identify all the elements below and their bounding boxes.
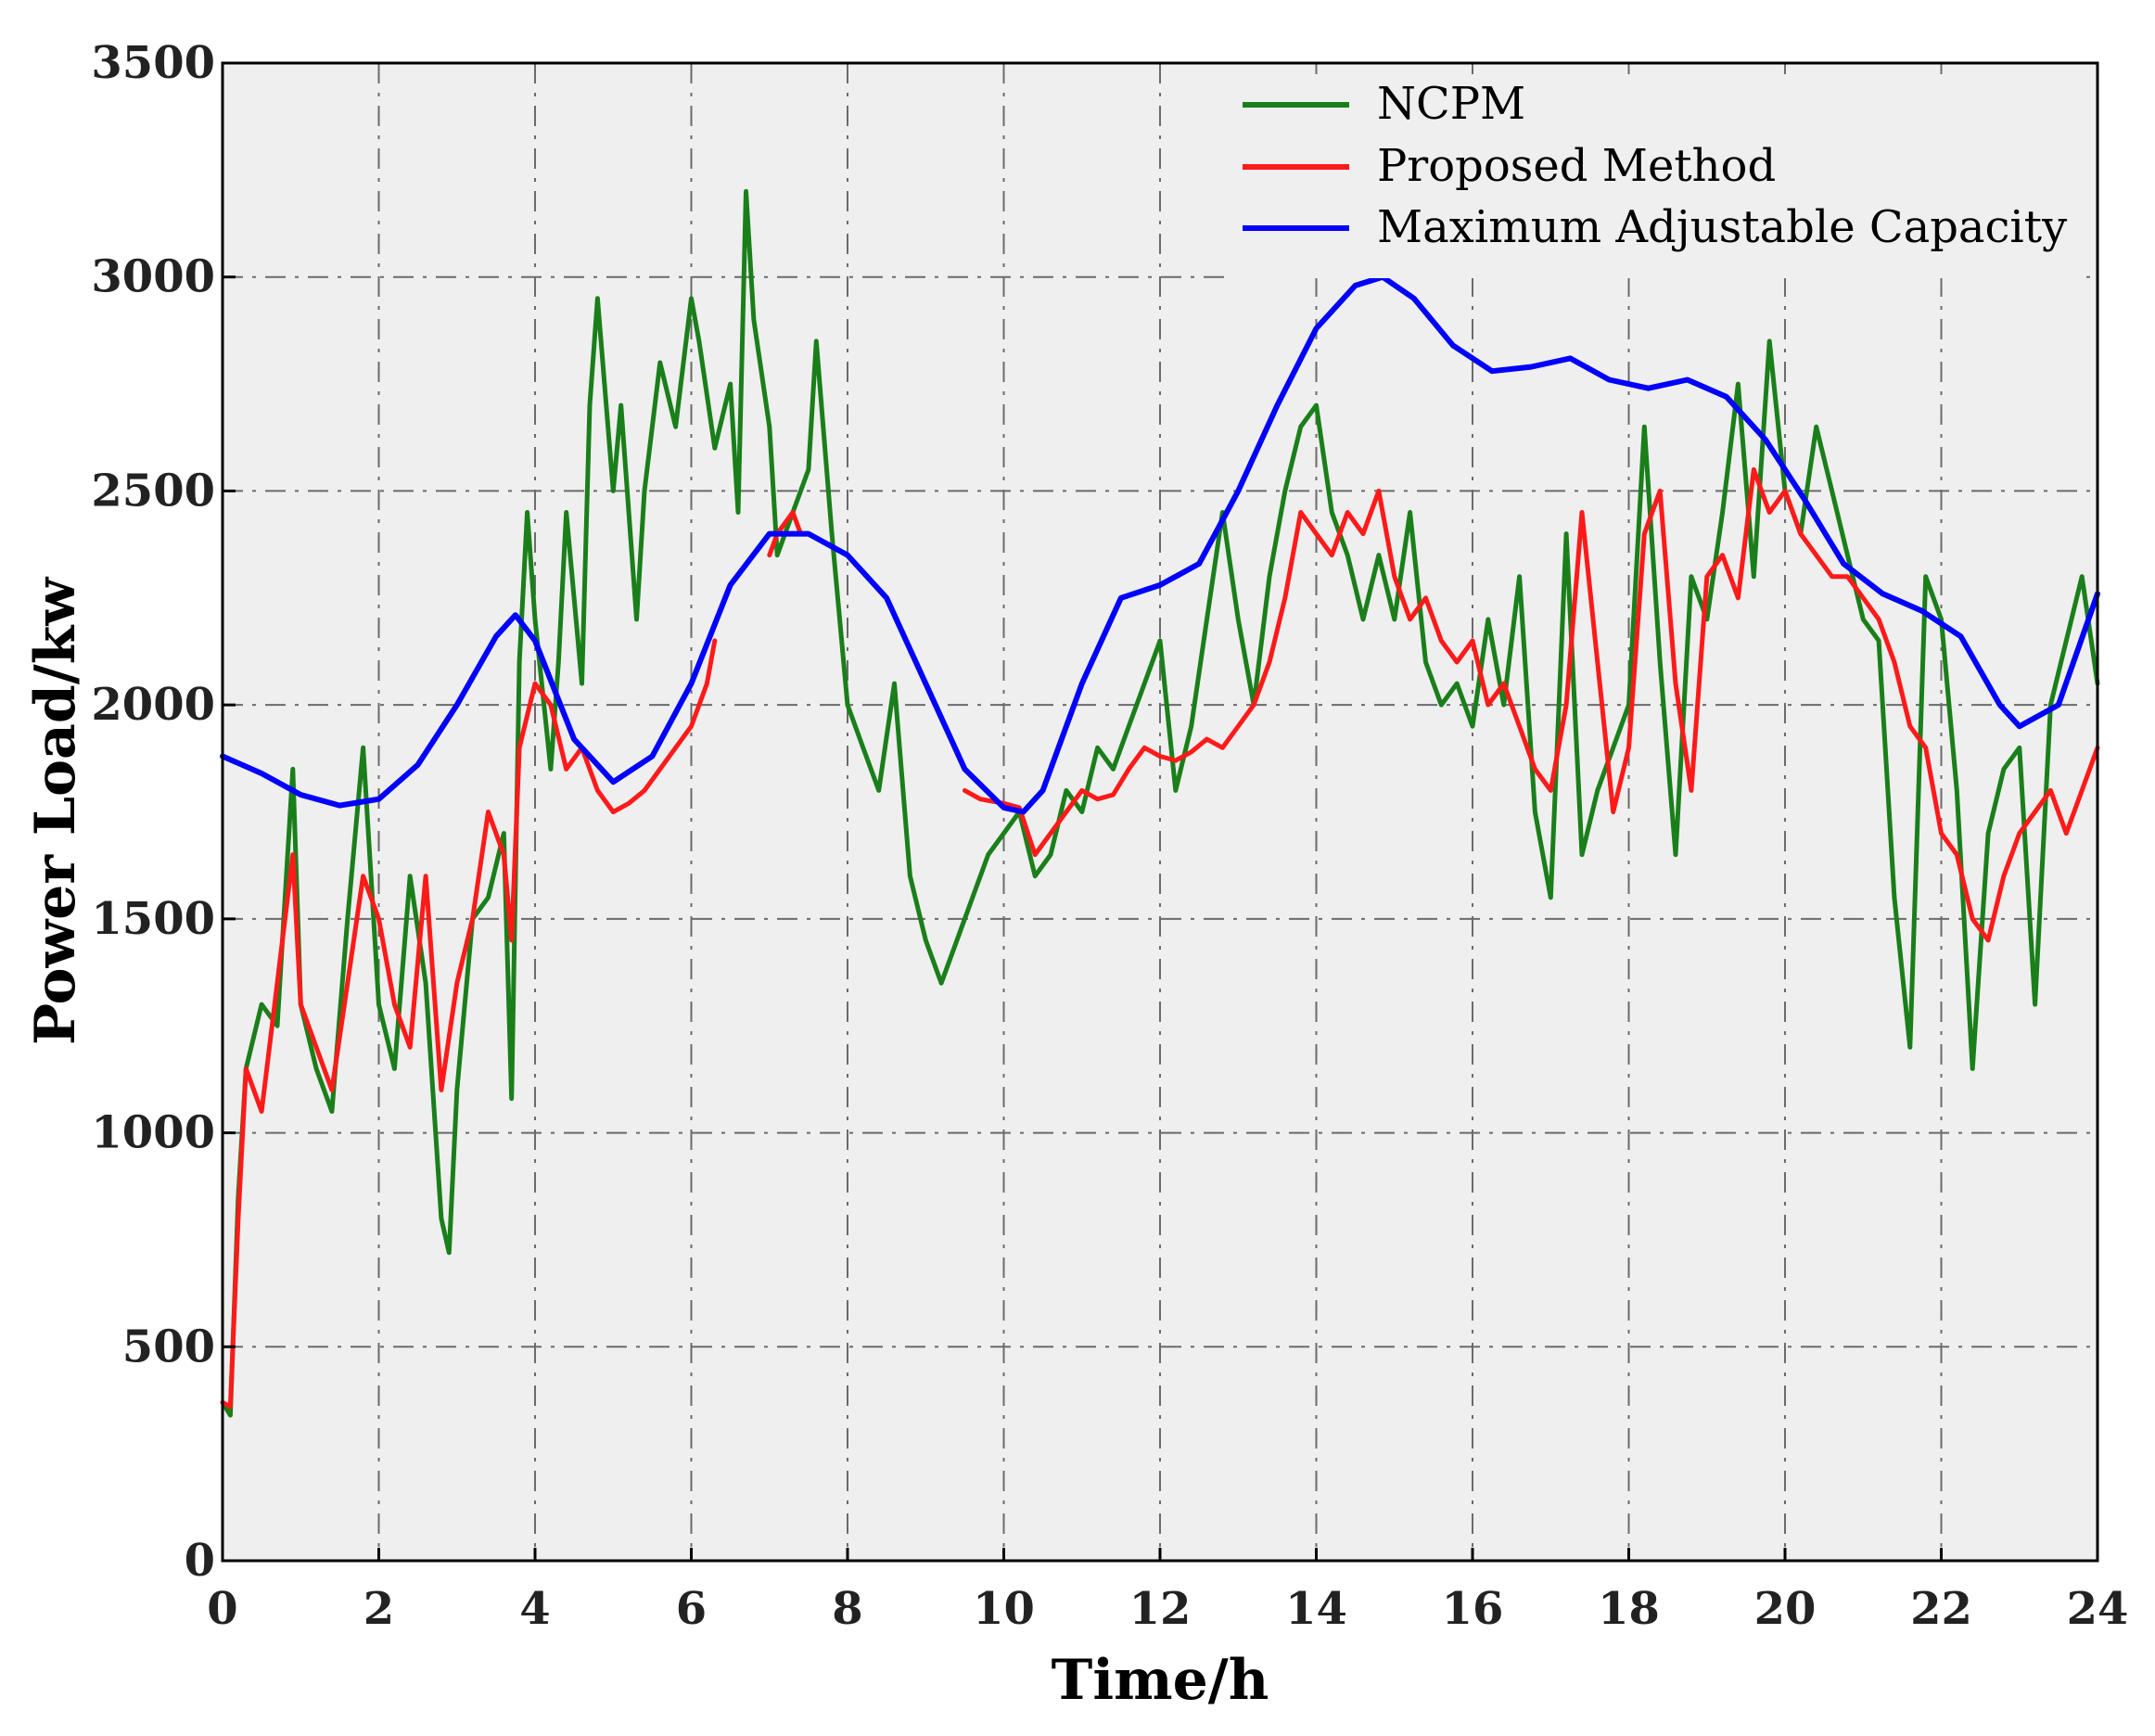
legend: NCPM Proposed Method Maximum Adjustable …: [1224, 74, 2086, 278]
y-tick-label-0: 0: [185, 1535, 215, 1587]
x-tick-label-6: 6: [676, 1583, 707, 1635]
x-tick-label-22: 22: [1910, 1583, 1972, 1635]
x-tick-label-8: 8: [832, 1583, 862, 1635]
x-tick-label-2: 2: [363, 1583, 394, 1635]
x-axis-ticks: 0 2 4 6 8 10 12 14 16 18 20 22 24: [207, 1548, 2128, 1635]
legend-label-maximum-adjustable-capacity: Maximum Adjustable Capacity: [1377, 201, 2067, 253]
x-tick-label-10: 10: [973, 1583, 1035, 1635]
x-tick-label-14: 14: [1285, 1583, 1347, 1635]
x-tick-label-18: 18: [1598, 1583, 1660, 1635]
series-line-proposed-method: [220, 466, 2100, 1410]
y-tick-label-1000: 1000: [91, 1107, 215, 1159]
y-axis-title: Power Load/kw: [23, 577, 88, 1045]
y-tick-label-1500: 1500: [91, 893, 215, 945]
series-line-ncpm: [220, 188, 2100, 1418]
series-group: [220, 188, 2100, 1418]
x-tick-label-12: 12: [1129, 1583, 1192, 1635]
y-tick-label-3500: 3500: [91, 37, 215, 89]
x-tick-label-24: 24: [2067, 1583, 2129, 1635]
legend-label-proposed-method: Proposed Method: [1377, 140, 1776, 192]
y-tick-label-2000: 2000: [91, 679, 215, 731]
x-tick-label-20: 20: [1754, 1583, 1817, 1635]
legend-box: [1224, 74, 2086, 278]
legend-label-ncpm: NCPM: [1377, 78, 1525, 130]
y-tick-label-2500: 2500: [91, 465, 215, 517]
series-line-maximum-adjustable-capacity: [220, 274, 2100, 815]
y-tick-label-3000: 3000: [91, 251, 215, 303]
x-tick-label-4: 4: [519, 1583, 550, 1635]
x-axis-title: Time/h: [1052, 1648, 1269, 1713]
y-axis-ticks: 0 500 1000 1500 2000 2500 3000 3500: [91, 37, 236, 1587]
y-tick-label-500: 500: [122, 1321, 215, 1372]
x-tick-label-16: 16: [1442, 1583, 1504, 1635]
x-tick-label-0: 0: [207, 1583, 237, 1635]
grid: [223, 63, 2098, 1561]
